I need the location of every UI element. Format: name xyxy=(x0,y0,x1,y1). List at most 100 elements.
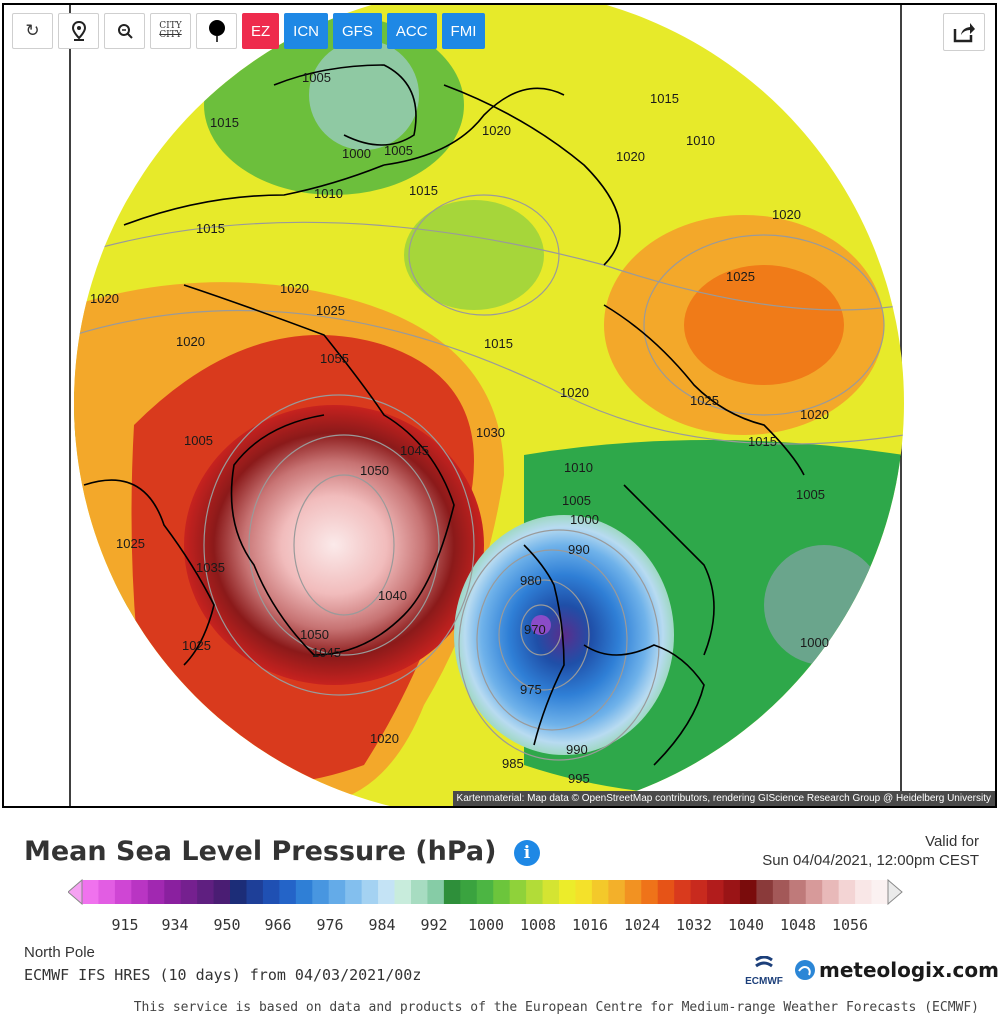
isobar-label: 1015 xyxy=(196,221,225,236)
isobar-label: 1050 xyxy=(300,627,329,642)
info-icon[interactable]: i xyxy=(514,840,540,866)
scale-label: 934 xyxy=(161,916,188,934)
pressure-map[interactable]: 1005 1015 1000 1005 1010 1015 1020 1020 … xyxy=(4,5,997,808)
scale-swatch xyxy=(312,880,330,904)
balloon-pin-icon xyxy=(208,20,225,42)
scale-swatch xyxy=(246,880,264,904)
scale-label: 1032 xyxy=(676,916,712,934)
scale-swatch xyxy=(838,880,856,904)
reload-button[interactable]: ↻ xyxy=(12,13,53,49)
valid-date: Sun 04/04/2021, 12:00pm CEST xyxy=(762,852,979,869)
share-button[interactable] xyxy=(943,13,985,51)
scale-swatch xyxy=(805,880,823,904)
model-button-acc[interactable]: ACC xyxy=(386,13,437,49)
scale-swatch xyxy=(591,880,609,904)
isobar-label: 990 xyxy=(568,542,590,557)
city-label-bottom: CITY xyxy=(159,30,182,40)
globe-icon xyxy=(795,960,815,980)
scale-swatch xyxy=(575,880,593,904)
scale-swatch xyxy=(394,880,412,904)
isobar-label: 1015 xyxy=(484,336,513,351)
isobar-label: 1020 xyxy=(616,149,645,164)
isobar-label: 1005 xyxy=(384,143,413,158)
isobar-label: 1020 xyxy=(176,334,205,349)
isobar-label: 1025 xyxy=(116,536,145,551)
scale-swatch xyxy=(476,880,494,904)
model-button-ez[interactable]: EZ xyxy=(242,13,280,49)
isobar-label: 1015 xyxy=(650,91,679,106)
model-button-gfs[interactable]: GFS xyxy=(333,13,382,49)
scale-swatch xyxy=(328,880,346,904)
scale-swatch xyxy=(279,880,297,904)
isobar-label: 975 xyxy=(520,682,542,697)
isobar-label: 1010 xyxy=(686,133,715,148)
scale-swatch xyxy=(772,880,790,904)
scale-label: 915 xyxy=(111,916,138,934)
location-button[interactable] xyxy=(58,13,99,49)
isobar-label: 1005 xyxy=(302,70,331,85)
pin-button[interactable] xyxy=(196,13,237,49)
scale-swatch xyxy=(526,880,544,904)
color-scale: 915 934 950 966 976 984 992 1000 1008 10… xyxy=(68,878,903,934)
scale-swatch xyxy=(460,880,478,904)
isobar-label: 1020 xyxy=(370,731,399,746)
map-panel[interactable]: 1005 1015 1000 1005 1010 1015 1020 1020 … xyxy=(2,3,997,808)
ecmwf-logo[interactable]: ECMWF xyxy=(740,955,788,987)
scale-label: 1024 xyxy=(624,916,660,934)
isobar-label: 1020 xyxy=(800,407,829,422)
scale-swatch xyxy=(822,880,840,904)
scale-swatches xyxy=(82,880,889,904)
scale-arrow-right xyxy=(887,878,903,906)
share-icon xyxy=(953,23,975,43)
pressure-field xyxy=(74,5,904,806)
isobar-label: 1025 xyxy=(316,303,345,318)
scale-swatch xyxy=(509,880,527,904)
scale-swatch xyxy=(493,880,511,904)
scale-swatch xyxy=(707,880,725,904)
isobar-label: 980 xyxy=(520,573,542,588)
isobar-label: 1020 xyxy=(772,207,801,222)
scale-label: 1000 xyxy=(468,916,504,934)
map-toolbar: ↻ CITY CITY xyxy=(12,13,486,49)
scale-label: 1008 xyxy=(520,916,556,934)
model-button-fmi[interactable]: FMI xyxy=(441,13,486,49)
scale-label: 984 xyxy=(368,916,395,934)
scale-swatch xyxy=(410,880,429,904)
isobar-label: 1005 xyxy=(184,433,213,448)
brand-logo[interactable]: meteologix.com xyxy=(794,958,999,982)
scale-label: 992 xyxy=(420,916,447,934)
zoom-button[interactable] xyxy=(104,13,145,49)
isobar-label: 1010 xyxy=(564,460,593,475)
isobar-label: 1000 xyxy=(800,635,829,650)
scale-swatch xyxy=(427,880,445,904)
scale-swatch xyxy=(361,880,379,904)
brand-text: meteologix.com xyxy=(819,958,999,982)
region-label: North Pole xyxy=(24,944,95,961)
isobar-label: 1045 xyxy=(312,645,341,660)
scale-swatch xyxy=(147,880,165,904)
ecmwf-mark-icon xyxy=(755,955,773,968)
isobar-label: 1015 xyxy=(409,183,438,198)
scale-swatch xyxy=(345,880,363,904)
scale-swatch xyxy=(378,880,396,904)
scale-swatch xyxy=(871,880,889,904)
scale-swatch xyxy=(180,880,198,904)
scale-swatch xyxy=(213,880,231,904)
isobar-label: 1020 xyxy=(482,123,511,138)
scale-label: 1040 xyxy=(728,916,764,934)
scale-swatch xyxy=(624,880,642,904)
scale-swatch xyxy=(723,880,741,904)
scale-label: 976 xyxy=(316,916,343,934)
scale-swatch xyxy=(82,880,100,904)
isobar-label: 1000 xyxy=(570,512,599,527)
scale-swatch xyxy=(608,880,626,904)
city-labels-toggle[interactable]: CITY CITY xyxy=(150,13,191,49)
scale-label: 1016 xyxy=(572,916,608,934)
scale-label: 966 xyxy=(264,916,291,934)
scale-swatch xyxy=(559,880,577,904)
isobar-label: 1015 xyxy=(748,434,777,449)
map-attribution: Kartenmaterial: Map data © OpenStreetMap… xyxy=(452,791,995,806)
isobar-label: 1000 xyxy=(342,146,371,161)
model-button-icn[interactable]: ICN xyxy=(284,13,329,49)
scale-swatch xyxy=(674,880,692,904)
